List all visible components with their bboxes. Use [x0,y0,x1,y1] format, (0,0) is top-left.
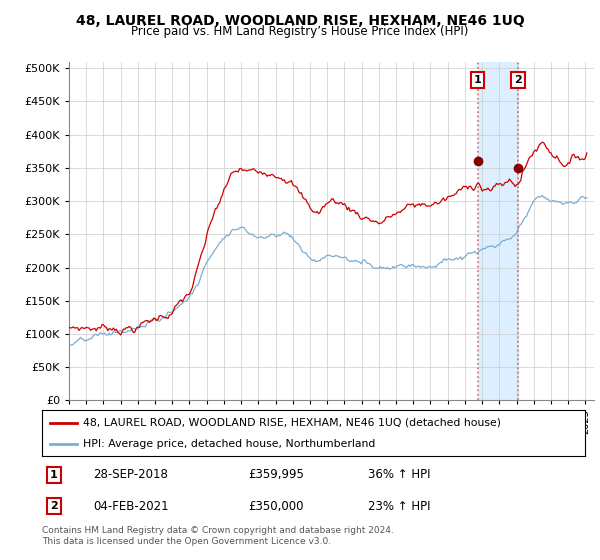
Text: 23% ↑ HPI: 23% ↑ HPI [368,500,430,512]
Text: Price paid vs. HM Land Registry’s House Price Index (HPI): Price paid vs. HM Land Registry’s House … [131,25,469,38]
Text: Contains HM Land Registry data © Crown copyright and database right 2024.
This d: Contains HM Land Registry data © Crown c… [42,526,394,546]
Text: 1: 1 [474,75,482,85]
Text: 2: 2 [50,501,58,511]
Bar [478,62,518,400]
Text: HPI: Average price, detached house, Northumberland: HPI: Average price, detached house, Nort… [83,439,375,449]
Text: 28-SEP-2018: 28-SEP-2018 [94,468,169,481]
Text: £359,995: £359,995 [248,468,304,481]
Text: £350,000: £350,000 [248,500,304,512]
Text: 36% ↑ HPI: 36% ↑ HPI [368,468,430,481]
Text: 2: 2 [514,75,522,85]
Text: 1: 1 [50,470,58,480]
Text: 48, LAUREL ROAD, WOODLAND RISE, HEXHAM, NE46 1UQ (detached house): 48, LAUREL ROAD, WOODLAND RISE, HEXHAM, … [83,418,501,428]
Text: 48, LAUREL ROAD, WOODLAND RISE, HEXHAM, NE46 1UQ: 48, LAUREL ROAD, WOODLAND RISE, HEXHAM, … [76,14,524,28]
Text: 04-FEB-2021: 04-FEB-2021 [94,500,169,512]
